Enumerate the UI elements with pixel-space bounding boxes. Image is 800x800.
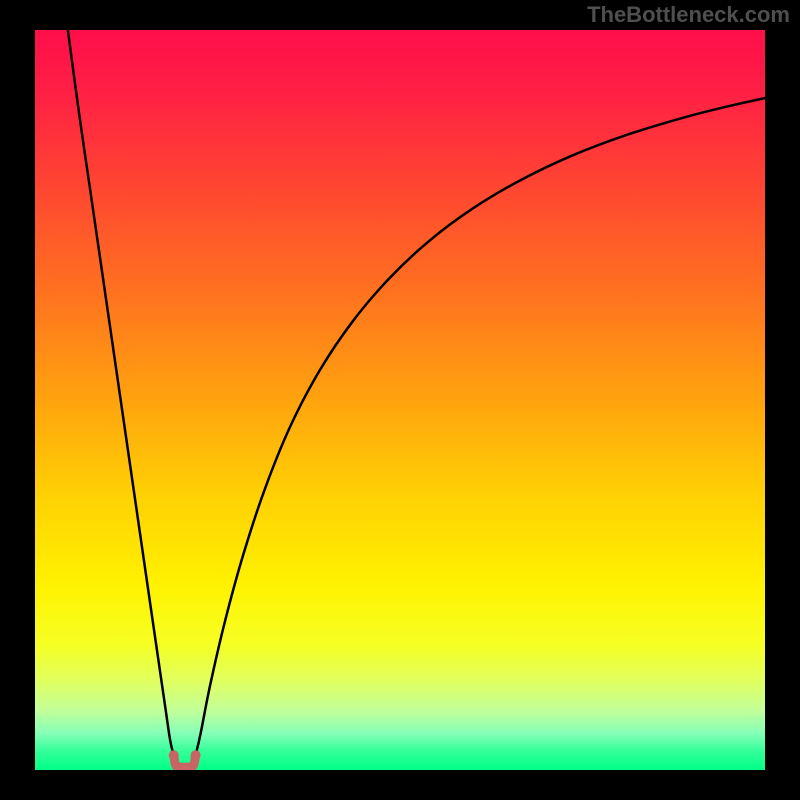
chart-container: TheBottleneck.com xyxy=(0,0,800,800)
bottleneck-chart-svg xyxy=(35,30,765,770)
chart-background-gradient xyxy=(35,30,765,770)
endpoint-marker xyxy=(169,750,179,760)
plot-area xyxy=(35,30,765,770)
endpoint-marker xyxy=(191,750,201,760)
watermark-text: TheBottleneck.com xyxy=(587,2,790,28)
